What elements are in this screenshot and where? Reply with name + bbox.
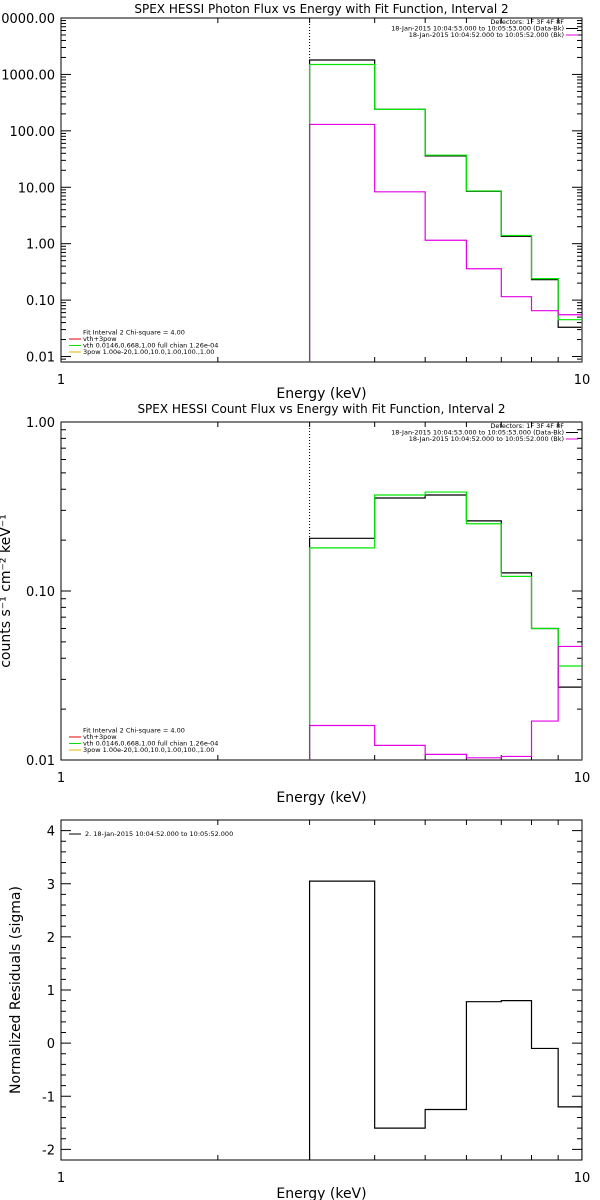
y-axis-label: counts s⁻¹ cm⁻² keV⁻¹ (0, 514, 14, 668)
x-axis-label: Energy (keV) (276, 1186, 366, 1200)
y-tick-label: 0.01 (26, 754, 55, 769)
y-tick-label: 4 (47, 825, 55, 840)
y-tick-label: 1 (47, 984, 55, 999)
legend-entry: vth 0.0146,0.668,1.00 full chian 1.26e-0… (83, 342, 218, 350)
series-step-line-3 (308, 123, 582, 362)
panel-3: 1 10 Energy (keV) -2 -1 0 1 2 3 4 Normalized Resid… (8, 819, 591, 1200)
chart-title: SPEX HESSI Photon Flux vs Energy with Fi… (134, 2, 508, 16)
legend-entry: 3pow 1.00e-20,1.00,10.0,1.00,100.,1.00 (83, 348, 214, 356)
x-tick-label: 10 (574, 373, 591, 388)
x-tick-label: 1 (57, 373, 65, 388)
series-step-line-3 (308, 645, 582, 760)
y-tick-label: 2 (47, 931, 55, 946)
x-axis-label: Energy (keV) (276, 386, 366, 402)
x-axis-label: Energy (keV) (276, 790, 366, 806)
legend-entry: 2. 18-Jan-2015 10:04:52.000 to 10:05:52.… (85, 830, 233, 838)
y-tick-label: 1.00 (26, 416, 55, 431)
series-step-line-2 (308, 63, 582, 362)
legend-entry: Fit Interval 2 Chi-square = 4.00 (83, 329, 185, 337)
legend-entry: 3pow 1.00e-20,1.00,10.0,1.00,100.,1.00 (83, 746, 214, 754)
panel-2: SPEX HESSI Count Flux vs Energy with Fit… (0, 402, 590, 806)
y-tick-label: -1 (42, 1090, 55, 1105)
series-step-line-2 (308, 491, 582, 760)
legend-entry: Fit Interval 2 Chi-square = 4.00 (83, 727, 185, 735)
legend-entry: 18-Jan-2015 10:04:53.000 to 10:05:53.000… (391, 429, 564, 437)
panel-1: SPEX HESSI Photon Flux vs Energy with Fi… (1, 2, 590, 402)
y-tick-label: 0 (47, 1037, 55, 1052)
series-step-line-1 (308, 494, 582, 760)
y-tick-label: 0.10 (26, 585, 55, 600)
legend-entry: 18-Jan-2015 10:04:52.000 to 10:05:52.000… (409, 435, 564, 443)
x-tick-label: 10 (574, 1171, 591, 1186)
y-tick-label: 3 (47, 878, 55, 893)
legend-entry: Detectors: 1F 3F 4F 8F (490, 18, 564, 26)
y-tick-label: 1000.00 (1, 68, 55, 83)
series-step-line-1 (308, 59, 582, 362)
x-tick-label: 1 (57, 1171, 65, 1186)
y-tick-label: 10.00 (18, 181, 55, 196)
y-tick-label: 0000.00 (1, 12, 55, 27)
series-step-line-1 (308, 880, 582, 1160)
y-tick-label: 1.00 (26, 238, 55, 253)
legend-entry: vth+3pow (83, 335, 117, 343)
legend-entry: vth+3pow (83, 733, 117, 741)
legend-entry: vth 0.0146,0.668,1.00 full chian 1.26e-0… (83, 740, 218, 748)
y-tick-label: -2 (42, 1143, 55, 1158)
y-axis-label: Normalized Residuals (sigma) (8, 886, 24, 1094)
x-tick-label: 1 (57, 771, 65, 786)
plot-frame (60, 819, 583, 1161)
legend-entry: 18-Jan-2015 10:04:53.000 to 10:05:53.000… (391, 25, 564, 33)
x-tick-label: 10 (574, 771, 591, 786)
y-tick-label: 100.00 (10, 125, 56, 140)
y-tick-label: 0.01 (26, 351, 55, 366)
plot-frame (60, 421, 583, 761)
legend-entry: Detectors: 1F 3F 4F 8F (490, 422, 564, 430)
y-tick-label: 0.10 (26, 294, 55, 309)
chart-title: SPEX HESSI Count Flux vs Energy with Fit… (137, 402, 505, 416)
legend-entry: 18-Jan-2015 10:04:52.000 to 10:05:52.000… (409, 31, 564, 39)
plot-frame (60, 17, 583, 363)
